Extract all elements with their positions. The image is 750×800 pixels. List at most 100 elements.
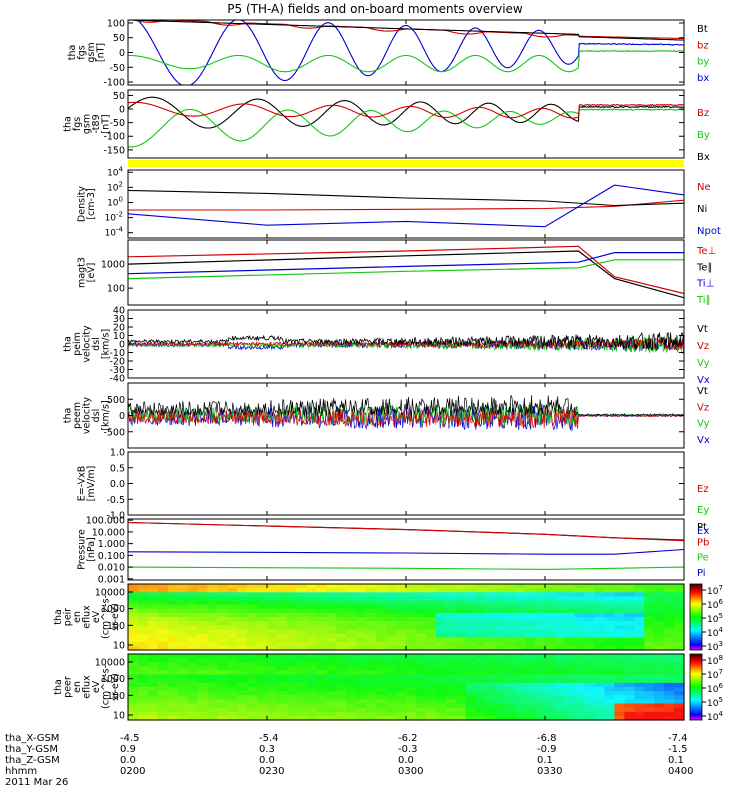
spectrogram-cell: [247, 674, 258, 680]
spectrogram-cell: [157, 625, 169, 630]
y-axis-label: [nT]: [96, 43, 107, 62]
spectrogram-cell: [515, 691, 526, 696]
spectrogram-cell: [276, 588, 288, 593]
spectrogram-cell: [336, 584, 347, 589]
spectrogram-cell: [455, 621, 467, 626]
spectrogram-cell: [406, 715, 417, 721]
spectrogram-cell: [445, 707, 457, 713]
spectrogram-cell: [326, 641, 338, 647]
spectrogram-cell: [128, 703, 139, 709]
spectrogram-cell: [435, 596, 447, 602]
spectrogram-cell: [346, 699, 357, 705]
spectrogram-cell: [316, 695, 328, 700]
spectrogram-cell: [406, 588, 417, 593]
spectrogram-cell: [525, 662, 536, 667]
spectrogram-cell: [495, 592, 506, 597]
spectrogram-cell: [286, 612, 298, 618]
spectrogram-cell: [157, 678, 169, 684]
spectrogram-cell: [366, 662, 377, 667]
spectrogram-cell: [455, 658, 467, 663]
spectrogram-cell: [276, 662, 288, 667]
spectrogram-cell: [346, 592, 357, 597]
spectrogram-cell: [396, 699, 407, 705]
spectrogram-cell: [396, 691, 407, 696]
spectrogram-cell: [664, 608, 675, 614]
spectrogram-cell: [455, 682, 467, 688]
y-axis-label: [eV]: [86, 263, 97, 283]
spectrogram-cell: [445, 654, 457, 659]
spectrogram-cell: [584, 584, 596, 589]
spectrogram-cell: [336, 699, 347, 705]
spectrogram-cell: [386, 666, 397, 672]
spectrogram-cell: [356, 608, 367, 614]
spectrogram-cell: [406, 682, 417, 688]
spectrogram-cell: [286, 637, 298, 643]
spectrogram-cell: [415, 654, 427, 659]
spectrogram-cell: [366, 625, 377, 630]
spectrogram-cell: [396, 604, 407, 610]
spectrogram-cell: [147, 666, 159, 672]
spectrogram-cell: [406, 699, 417, 705]
spectrogram-cell: [267, 596, 278, 602]
spectrogram-cell: [475, 707, 486, 713]
spectrogram-cell: [366, 654, 377, 659]
spectrogram-cell: [316, 674, 328, 680]
spectrogram-cell: [634, 662, 645, 667]
spectrogram-cell: [376, 629, 387, 635]
spectrogram-cell: [137, 604, 149, 610]
spectrogram-cell: [594, 629, 606, 635]
y-tick-label: 1000: [101, 260, 125, 271]
spectrogram-cell: [425, 612, 437, 618]
spectrogram-cell: [644, 588, 655, 593]
spectrogram-cell: [644, 674, 655, 680]
spectrogram-cell: [376, 699, 387, 705]
spectrogram-cell: [316, 633, 328, 639]
spectrogram-cell: [207, 584, 218, 589]
spectrogram-cell: [554, 588, 566, 593]
spectrogram-cell: [535, 707, 546, 713]
spectrogram-cell: [346, 674, 357, 680]
y-axis-label: en: [72, 611, 83, 623]
spectrogram-cell: [425, 711, 437, 717]
spectrogram-cell: [485, 612, 496, 618]
spectrogram-cell: [217, 596, 228, 602]
spectrogram-cell: [167, 617, 179, 622]
spectrogram-cell: [356, 682, 367, 688]
spectrogram-cell: [177, 612, 189, 618]
y-tick-label: 100: [107, 284, 125, 295]
spectrogram-cell: [128, 687, 139, 692]
spectrogram-cell: [644, 633, 655, 639]
spectrogram-cell: [535, 588, 546, 593]
spectrogram-cell: [326, 637, 338, 643]
spectrogram-cell: [306, 633, 318, 639]
spectrogram-cell: [406, 678, 417, 684]
spectrogram-cell: [415, 625, 427, 630]
spectrogram-cell: [316, 687, 328, 692]
y-axis-label: tha: [53, 609, 64, 625]
spectrogram-cell: [564, 695, 576, 700]
spectrogram-cell: [177, 617, 189, 622]
spectrogram-cell: [654, 612, 665, 618]
spectrogram-cell: [485, 699, 496, 705]
spectrogram-cell: [197, 645, 208, 651]
spectrogram-cell: [644, 703, 655, 709]
spectrogram-cell: [515, 621, 526, 626]
spectrogram-cell: [545, 629, 556, 635]
spectrogram-cell: [644, 645, 655, 651]
spectrogram-cell: [495, 645, 506, 651]
spectrogram-cell: [584, 699, 596, 705]
spectrogram-cell: [128, 654, 139, 659]
spectrogram-cell: [267, 629, 278, 635]
spectrogram-cell: [316, 715, 328, 721]
spectrogram-cell: [267, 687, 278, 692]
y-axis-label: Density: [77, 186, 88, 222]
spectrogram-cell: [406, 641, 417, 647]
spectrogram-cell: [644, 666, 655, 672]
spectrogram-cell: [326, 621, 338, 626]
spectrogram-cell: [296, 592, 308, 597]
spectrogram-cell: [406, 691, 417, 696]
panel-frame-efield: [127, 451, 685, 516]
x-axis-value: -6.2: [398, 733, 418, 744]
spectrogram-cell: [157, 687, 169, 692]
spectrogram-cell: [346, 645, 357, 651]
